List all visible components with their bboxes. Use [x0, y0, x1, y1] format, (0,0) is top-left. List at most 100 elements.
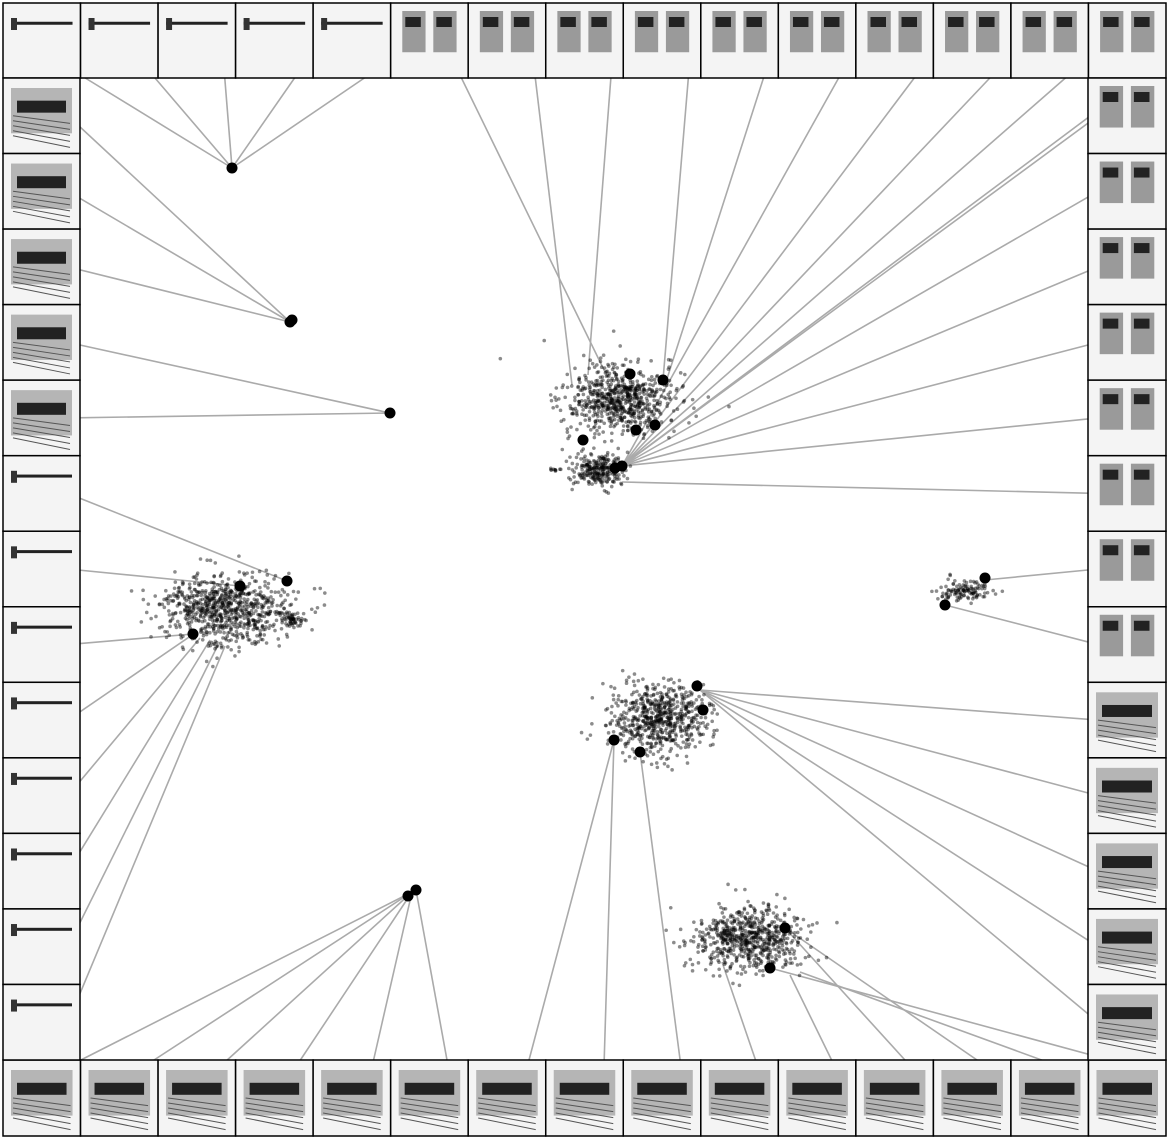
embedding-point: [587, 387, 592, 391]
embedding-point: [740, 944, 745, 948]
spectrogram-tile: [2, 1059, 82, 1137]
embedding-point: [229, 601, 233, 606]
embedding-point: [690, 738, 695, 742]
embedding-point: [203, 601, 208, 606]
embedding-point: [752, 943, 756, 948]
embedding-point: [188, 600, 193, 605]
embedding-point: [607, 416, 612, 421]
embedding-point: [190, 605, 195, 609]
embedding-point: [767, 908, 772, 913]
embedding-point: [754, 932, 759, 937]
embedding-point: [684, 729, 689, 734]
embedding-point: [593, 421, 598, 426]
embedding-point: [608, 722, 613, 726]
embedding-point: [585, 403, 589, 407]
embedding-point: [624, 386, 629, 390]
embedding-point: [624, 703, 628, 707]
embedding-point: [612, 686, 617, 691]
embedding-point: [231, 598, 236, 602]
embedding-point: [730, 961, 734, 966]
embedding-point: [211, 626, 216, 631]
embedding-point: [666, 718, 671, 723]
connector-line: [721, 961, 760, 1071]
embedding-point: [612, 413, 617, 417]
embedding-point: [643, 728, 647, 733]
embedding-point: [624, 681, 629, 685]
embedding-point: [185, 612, 190, 616]
embedding-point: [557, 397, 561, 401]
embedding-point: [661, 711, 665, 715]
embedding-point: [683, 372, 687, 377]
embedding-point: [600, 465, 604, 470]
embedding-point: [628, 386, 633, 391]
embedding-point: [766, 956, 771, 961]
embedding-point: [599, 365, 604, 370]
embedding-point: [740, 921, 744, 926]
embedding-point: [247, 611, 252, 615]
embedding-point: [253, 589, 257, 593]
embedding-point: [212, 605, 217, 610]
harmonic: [1097, 1041, 1157, 1055]
embedding-point: [627, 407, 631, 412]
spectrogram-tile: [2, 379, 81, 457]
embedding-point: [632, 411, 637, 415]
embedding-point: [761, 917, 766, 922]
embedding-point: [966, 595, 970, 600]
embedding-point: [642, 387, 646, 391]
embedding-point: [726, 949, 731, 954]
embedding-point: [738, 936, 743, 940]
embedding-point: [740, 938, 744, 943]
embedding-point: [968, 579, 973, 584]
embedding-point: [718, 950, 723, 954]
embedding-point: [606, 382, 611, 387]
embedding-point: [616, 383, 621, 388]
embedding-point: [585, 469, 590, 474]
embedding-point: [643, 721, 648, 726]
embedding-point: [616, 697, 621, 702]
embedding-point: [670, 724, 675, 729]
embedding-point: [710, 711, 714, 715]
syllable-core: [436, 17, 452, 27]
harmonic: [1020, 1102, 1079, 1113]
harmonic: [1097, 719, 1157, 729]
embedding-point: [738, 940, 742, 945]
embedding-point: [753, 939, 757, 944]
embedding-point: [592, 365, 597, 369]
embedding-point: [580, 467, 584, 472]
embedding-point: [592, 465, 597, 470]
harmonic: [1020, 1112, 1079, 1125]
embedding-point: [592, 435, 597, 440]
embedding-point: [262, 614, 267, 619]
embedding-point: [708, 743, 713, 748]
harmonic: [12, 130, 71, 142]
embedding-point: [649, 391, 653, 396]
embedding-point: [219, 624, 223, 628]
embedding-point: [203, 614, 207, 618]
embedding-point: [722, 938, 726, 942]
embedding-point: [971, 591, 976, 596]
spectrogram-tile: [389, 1059, 469, 1137]
harmonic: [245, 1097, 304, 1107]
embedding-point: [645, 715, 649, 720]
embedding-point: [695, 727, 700, 732]
embedding-point: [586, 398, 591, 402]
embedding-point: [198, 605, 203, 610]
embedding-point: [616, 720, 621, 725]
embedding-point: [700, 701, 705, 706]
embedding-point: [209, 590, 214, 594]
embedding-point: [169, 618, 173, 623]
embedding-point: [600, 454, 604, 459]
embedding-point: [260, 596, 265, 600]
spectrogram-tile: [2, 152, 81, 230]
embedding-point: [215, 656, 219, 660]
embedding-point: [279, 627, 284, 631]
embedding-point: [318, 586, 323, 591]
embedding-point: [620, 395, 624, 400]
embedding-point: [596, 383, 601, 387]
embedding-point: [592, 410, 597, 415]
embedding-point: [690, 716, 694, 721]
embedding-point: [953, 588, 957, 593]
embedding-point: [713, 927, 718, 932]
embedding-point: [247, 592, 251, 597]
embedding-point: [238, 600, 243, 604]
